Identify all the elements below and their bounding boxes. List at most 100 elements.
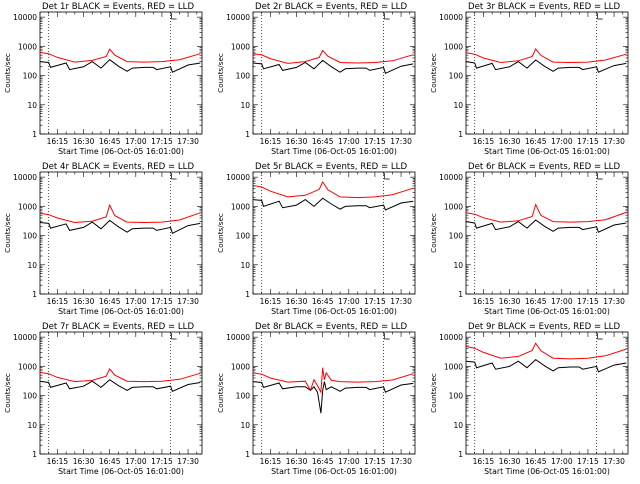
y-tick-label: 1000 — [231, 42, 250, 51]
x-tick-label: 17:15 — [577, 457, 599, 466]
y-tick-label: 10000 — [226, 173, 250, 182]
panel-title: Det 9r BLACK = Events, RED = LLD — [468, 322, 620, 332]
y-axis-label: Counts/sec — [3, 213, 12, 253]
x-axis-label: Start Time (06-Oct-05 16:01:00) — [484, 147, 610, 156]
lld-series-line — [465, 203, 627, 223]
interval-marker — [171, 333, 177, 340]
interval-marker — [597, 333, 603, 340]
y-tick-label: 10000 — [13, 173, 37, 182]
x-tick-label: 17:15 — [151, 137, 173, 146]
y-tick-label: 10000 — [439, 333, 463, 342]
x-tick-label: 16:45 — [312, 297, 334, 306]
x-tick-label: 17:15 — [151, 297, 173, 306]
x-tick-label: 17:00 — [338, 137, 360, 146]
y-tick-label: 100 — [449, 392, 464, 401]
x-tick-label: 17:00 — [551, 137, 573, 146]
detector-panel-8: Det 8r BLACK = Events, RED = LLD 1 10 100 10… — [213, 320, 426, 480]
detector-panel-3: Det 3r BLACK = Events, RED = LLD 1 10 100 10… — [426, 0, 639, 160]
x-axis-label: Start Time (06-Oct-05 16:01:00) — [58, 147, 184, 156]
x-tick-label: 17:30 — [177, 137, 199, 146]
plot-frame — [465, 11, 629, 135]
y-tick-label: 1 — [458, 450, 463, 459]
lld-series-line — [39, 367, 201, 383]
x-tick-label: 17:15 — [364, 137, 386, 146]
y-tick-label: 100 — [236, 72, 251, 81]
panel-svg: Det 7r BLACK = Events, RED = LLD 1 10 100 10… — [3, 322, 203, 476]
x-tick-label: 17:00 — [338, 297, 360, 306]
plot-frame — [465, 331, 629, 455]
x-tick-label: 16:30 — [286, 457, 308, 466]
plot-frame — [252, 331, 416, 455]
x-tick-label: 16:45 — [312, 457, 334, 466]
x-tick-label: 16:45 — [525, 137, 547, 146]
panel-title: Det 3r BLACK = Events, RED = LLD — [468, 2, 620, 12]
panel-svg: Det 3r BLACK = Events, RED = LLD 1 10 100 10… — [429, 2, 629, 156]
events-series-line — [39, 219, 201, 235]
events-series-line — [39, 379, 201, 392]
y-tick-label: 1 — [32, 290, 37, 299]
x-tick-label: 17:30 — [603, 457, 625, 466]
panel-svg: Det 5r BLACK = Events, RED = LLD 1 10 100 10… — [216, 162, 416, 316]
y-tick-label: 100 — [23, 72, 38, 81]
x-axis-label: Start Time (06-Oct-05 16:01:00) — [271, 147, 397, 156]
x-tick-label: 17:15 — [364, 457, 386, 466]
y-tick-label: 10 — [453, 261, 463, 270]
y-axis-label: Counts/sec — [429, 53, 438, 93]
x-axis-label: Start Time (06-Oct-05 16:01:00) — [58, 307, 184, 316]
y-tick-label: 100 — [23, 232, 38, 241]
x-axis-label: Start Time (06-Oct-05 16:01:00) — [484, 467, 610, 476]
x-axis-label: Start Time (06-Oct-05 16:01:00) — [271, 307, 397, 316]
panel-svg: Det 8r BLACK = Events, RED = LLD 1 10 100 10… — [216, 322, 416, 476]
y-tick-label: 10 — [453, 101, 463, 110]
x-tick-label: 17:15 — [364, 297, 386, 306]
x-tick-label: 17:30 — [603, 297, 625, 306]
events-series-line — [465, 59, 627, 73]
x-tick-label: 16:15 — [473, 297, 495, 306]
y-tick-label: 1000 — [231, 202, 250, 211]
events-series-line — [252, 381, 414, 414]
interval-marker — [171, 13, 177, 20]
x-tick-label: 16:30 — [73, 297, 95, 306]
detector-panel-5: Det 5r BLACK = Events, RED = LLD 1 10 100 10… — [213, 160, 426, 320]
x-tick-label: 17:30 — [177, 457, 199, 466]
y-tick-label: 1 — [458, 130, 463, 139]
y-tick-label: 10 — [27, 421, 37, 430]
y-axis-label: Counts/sec — [429, 213, 438, 253]
lld-series-line — [465, 47, 627, 64]
y-axis-label: Counts/sec — [429, 373, 438, 413]
detector-panel-4: Det 4r BLACK = Events, RED = LLD 1 10 100 10… — [0, 160, 213, 320]
detector-panel-1: Det 1r BLACK = Events, RED = LLD 1 10 100 10… — [0, 0, 213, 160]
x-tick-label: 17:00 — [551, 297, 573, 306]
interval-marker — [384, 333, 390, 340]
y-tick-label: 10 — [240, 101, 250, 110]
x-tick-label: 16:15 — [473, 457, 495, 466]
y-tick-label: 10 — [453, 421, 463, 430]
x-tick-label: 17:30 — [177, 297, 199, 306]
x-tick-label: 16:15 — [473, 137, 495, 146]
y-tick-label: 1 — [32, 130, 37, 139]
y-tick-label: 1000 — [444, 42, 463, 51]
y-tick-label: 10 — [27, 101, 37, 110]
y-tick-label: 10000 — [439, 13, 463, 22]
x-tick-label: 17:30 — [603, 137, 625, 146]
panel-title: Det 1r BLACK = Events, RED = LLD — [42, 2, 194, 12]
panel-svg: Det 9r BLACK = Events, RED = LLD 1 10 100 10… — [429, 322, 629, 476]
interval-marker — [384, 13, 390, 20]
x-axis-label: Start Time (06-Oct-05 16:01:00) — [58, 467, 184, 476]
events-series-line — [39, 59, 201, 73]
y-axis-label: Counts/sec — [216, 373, 225, 413]
x-tick-label: 16:30 — [73, 457, 95, 466]
events-series-line — [252, 197, 414, 211]
panel-title: Det 4r BLACK = Events, RED = LLD — [42, 162, 194, 172]
y-tick-label: 1 — [32, 450, 37, 459]
panel-svg: Det 2r BLACK = Events, RED = LLD 1 10 100 10… — [216, 2, 416, 156]
lld-series-line — [39, 48, 201, 63]
x-tick-label: 17:30 — [390, 457, 412, 466]
interval-marker — [597, 173, 603, 180]
x-tick-label: 17:15 — [577, 137, 599, 146]
lld-series-line — [252, 180, 414, 199]
x-tick-label: 16:15 — [260, 297, 282, 306]
x-axis-label: Start Time (06-Oct-05 16:01:00) — [271, 467, 397, 476]
x-tick-label: 17:00 — [551, 457, 573, 466]
